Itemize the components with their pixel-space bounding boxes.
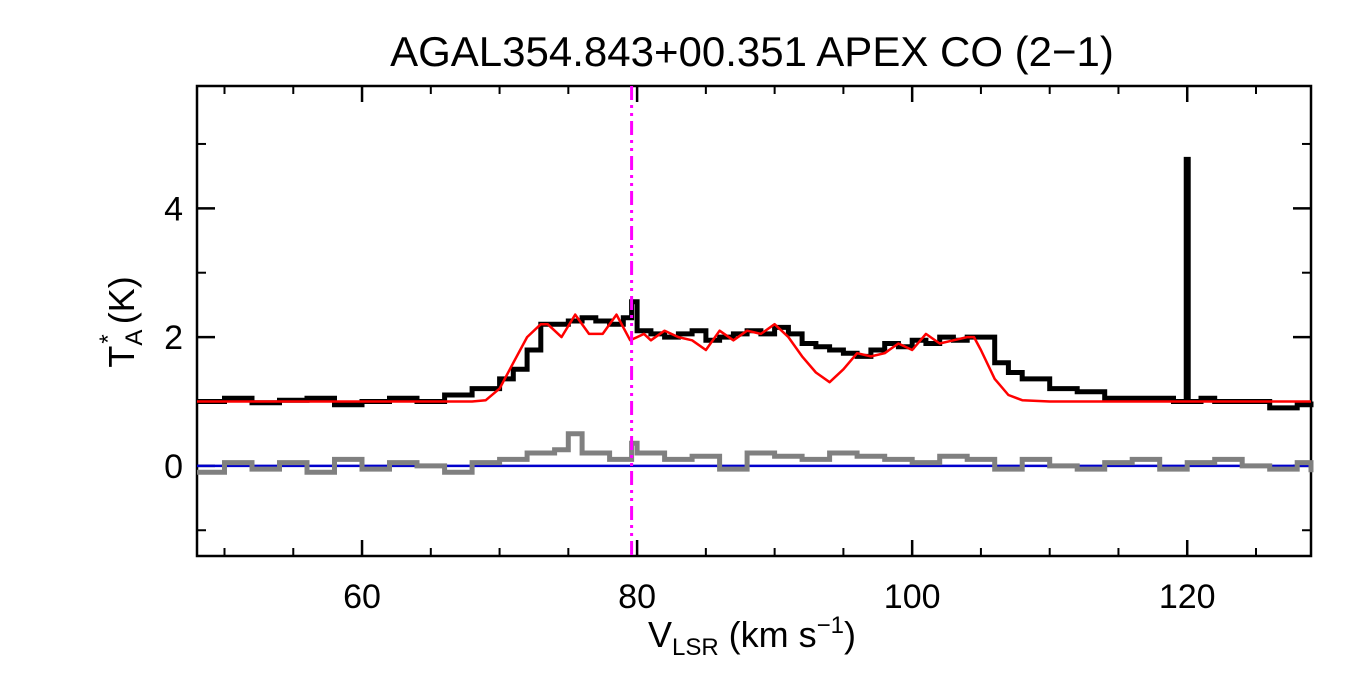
axis-ticks [197, 86, 1311, 556]
x-tick-label: 100 [884, 578, 941, 616]
y-tick-label: 2 [164, 319, 183, 357]
x-tick-label: 120 [1159, 578, 1216, 616]
spectrum-series [197, 299, 1314, 411]
chart-title: AGAL354.843+00.351 APEX CO (2−1) [390, 28, 1114, 75]
y-tick-label: 4 [164, 190, 183, 228]
y-tick-label: 0 [164, 448, 183, 486]
plot-area [195, 84, 1314, 558]
y-tick-labels: 0 2 4 [164, 190, 183, 486]
fit-series [197, 313, 1311, 403]
x-tick-label: 60 [343, 578, 381, 616]
plot-frame [195, 84, 1313, 558]
x-axis-label: VLSR (km s−1) [648, 612, 856, 661]
x-tick-labels: 60 80 100 120 [343, 578, 1215, 616]
x-tick-label: 80 [618, 578, 656, 616]
residual-series [197, 431, 1314, 475]
data-traces [197, 86, 1314, 556]
y-axis-label: TA* (K) [95, 276, 148, 367]
